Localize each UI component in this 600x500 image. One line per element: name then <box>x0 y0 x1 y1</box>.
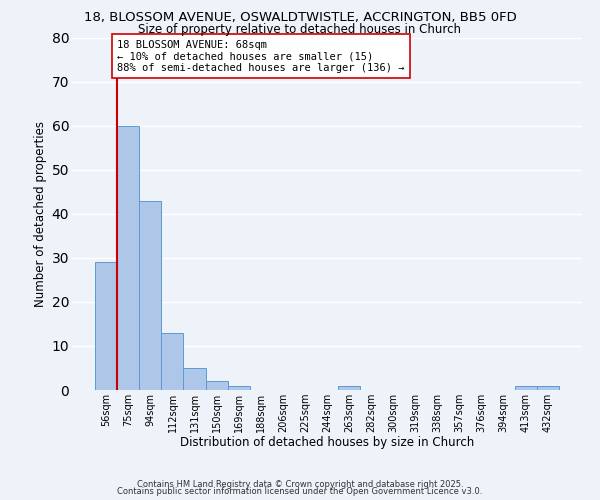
Y-axis label: Number of detached properties: Number of detached properties <box>34 120 47 306</box>
Text: 18, BLOSSOM AVENUE, OSWALDTWISTLE, ACCRINGTON, BB5 0FD: 18, BLOSSOM AVENUE, OSWALDTWISTLE, ACCRI… <box>83 11 517 24</box>
Bar <box>206 381 227 390</box>
Bar <box>161 332 184 390</box>
Bar <box>537 386 559 390</box>
Bar <box>338 386 360 390</box>
Text: Contains public sector information licensed under the Open Government Licence v3: Contains public sector information licen… <box>118 488 482 496</box>
Bar <box>139 200 161 390</box>
Bar <box>515 386 537 390</box>
X-axis label: Distribution of detached houses by size in Church: Distribution of detached houses by size … <box>180 436 474 450</box>
Text: 18 BLOSSOM AVENUE: 68sqm
← 10% of detached houses are smaller (15)
88% of semi-d: 18 BLOSSOM AVENUE: 68sqm ← 10% of detach… <box>118 40 405 73</box>
Text: Size of property relative to detached houses in Church: Size of property relative to detached ho… <box>139 22 461 36</box>
Bar <box>227 386 250 390</box>
Bar <box>184 368 206 390</box>
Bar <box>117 126 139 390</box>
Bar <box>95 262 117 390</box>
Text: Contains HM Land Registry data © Crown copyright and database right 2025.: Contains HM Land Registry data © Crown c… <box>137 480 463 489</box>
